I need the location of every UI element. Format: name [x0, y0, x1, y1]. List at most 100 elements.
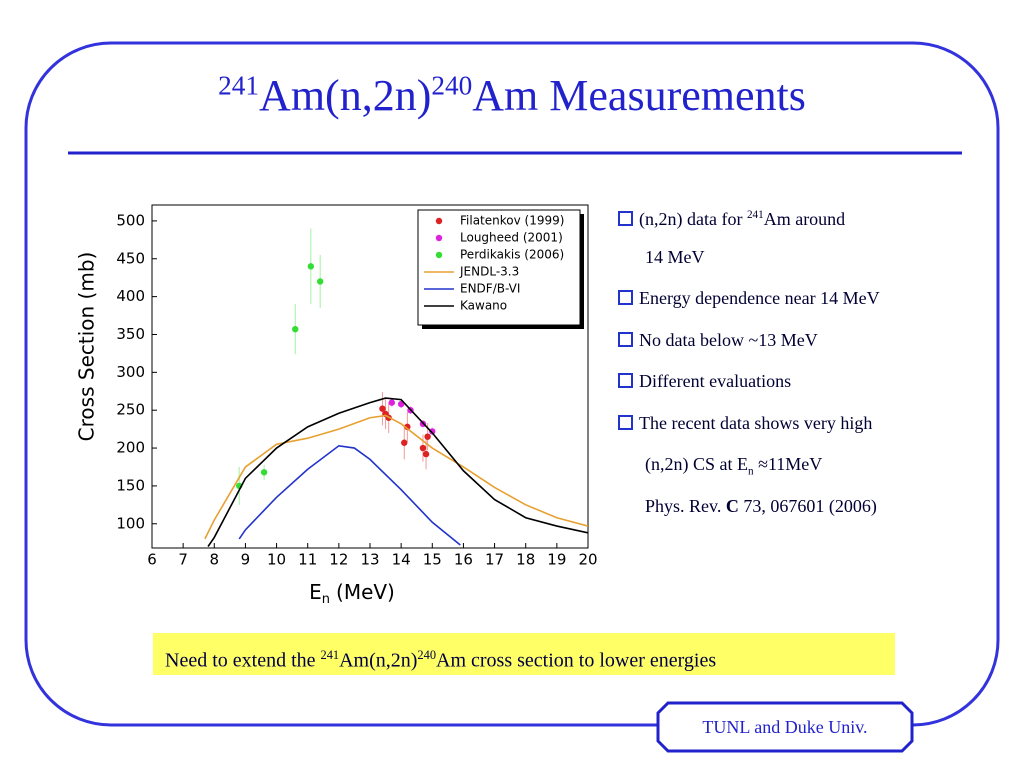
y-tick-label: 400 [116, 287, 145, 305]
y-axis-label: Cross Section (mb) [75, 252, 99, 442]
line [204, 414, 588, 540]
text-run: Am cross section to lower energies [436, 649, 717, 672]
text-run: Am around [763, 209, 846, 229]
x-tick-label: 18 [516, 551, 535, 569]
x-tick-label: 20 [578, 551, 597, 569]
x-tick-label: 17 [485, 551, 504, 569]
bullet-icon [618, 373, 633, 388]
point [316, 278, 324, 285]
x-label-unit: (MeV) [336, 580, 395, 604]
bullet-line: Energy dependence near 14 MeV [618, 286, 880, 328]
legend-marker [435, 251, 443, 259]
x-tick-label: 14 [392, 551, 411, 569]
text-run: Am Measurements [472, 71, 806, 120]
legend-label: Kawano [460, 299, 507, 313]
point [397, 400, 405, 408]
text-run: The recent data shows very high [639, 412, 873, 433]
x-tick-label: 19 [547, 551, 566, 569]
y-tick-label: 200 [116, 439, 145, 457]
y-tick-label: 300 [116, 363, 145, 381]
bullet-line: (n,2n) data for 241Am around [618, 203, 880, 245]
y-tick-label: 250 [116, 401, 145, 419]
text-run: (n,2n) CS at E [645, 454, 748, 474]
bullet-line: Different evaluations [618, 369, 880, 411]
text-run: 241 [746, 209, 764, 221]
y-tick-label: 350 [116, 325, 145, 343]
text-run: Phys. Rev. [645, 495, 726, 516]
plot-frame [151, 204, 589, 549]
bullet-icon [618, 331, 633, 347]
point [307, 263, 315, 270]
text-run: Energy dependence near 14 MeV [639, 288, 880, 308]
chart: 6 7 8 9 10 11 12 13 14 15 16 17 18 19 20 100 150 200 250 30… [75, 204, 598, 607]
point [422, 450, 430, 458]
text-run: Different evaluations [639, 371, 792, 391]
bullet-list: (n,2n) data for 241Am around 14 MeV Energy… [618, 203, 880, 535]
text-run: 241 [218, 70, 260, 101]
point [379, 405, 386, 412]
text-run: n [748, 465, 754, 478]
x-tick-label: 7 [178, 551, 188, 569]
text-run: 240 [431, 70, 473, 101]
bullet-icon [618, 290, 633, 305]
text-run: 14 MeV [645, 246, 705, 267]
legend-label: Perdikakis (2006) [460, 248, 564, 262]
x-tick-label: 12 [329, 551, 348, 569]
x-tick-label: 8 [210, 551, 220, 569]
y-tick-label: 100 [116, 514, 145, 532]
point [401, 439, 408, 446]
text-run: 240 [417, 648, 437, 662]
text-run: Am(n,2n) [339, 649, 418, 672]
footer: TUNL and Duke Univ. [702, 717, 868, 737]
x-tick-label: 10 [267, 551, 286, 569]
y-tick-label: 450 [116, 249, 145, 267]
x-tick-label: 13 [360, 551, 379, 569]
line [207, 397, 588, 547]
text-run: 73, 067601 (2006) [738, 495, 877, 516]
bullet-icon [618, 211, 633, 226]
point [292, 325, 299, 333]
y-tick-label: 500 [116, 211, 145, 229]
line [238, 444, 461, 546]
bullet-line: 14 MeV [618, 245, 880, 287]
text-run: ≈11MeV [753, 454, 823, 474]
text-run: Am(n,2n) [259, 71, 432, 120]
point [429, 428, 436, 435]
point [260, 469, 268, 476]
x-tick-label: 15 [423, 551, 442, 569]
bullet-line: No data below ~13 MeV [618, 328, 880, 370]
bullet-line: Phys. Rev. C 73, 067601 (2006) [618, 494, 880, 536]
text-run: Need to extend the [165, 649, 321, 672]
x-label-main: E [309, 580, 322, 604]
y-tick-label: 150 [116, 476, 145, 494]
legend-marker [435, 234, 443, 242]
legend-label: JENDL-3.3 [459, 265, 519, 279]
text-run: C [725, 495, 739, 516]
bullet-line: The recent data shows very high [618, 411, 880, 453]
frame [24, 41, 1000, 727]
bullet-line: (n,2n) CS at En ≈11MeV [618, 452, 880, 494]
legend-label: Filatenkov (1999) [460, 214, 564, 228]
x-tick-label: 9 [241, 551, 251, 569]
legend-label: ENDF/B-VI [460, 282, 520, 296]
point [404, 423, 411, 431]
text-run: (n,2n) data for [639, 209, 747, 229]
point [419, 444, 427, 452]
title: 241Am(n,2n)240Am Measurements [0, 70, 1024, 121]
x-tick-label: 6 [147, 551, 157, 569]
x-tick-label: 11 [298, 551, 317, 569]
text-run: 241 [320, 648, 340, 662]
legend-marker [435, 217, 443, 225]
bullet-icon [618, 414, 633, 430]
legend-label: Lougheed (2001) [460, 231, 563, 245]
point [424, 433, 431, 440]
x-axis-label: En (MeV) [309, 580, 395, 607]
plot [204, 228, 588, 547]
point [388, 399, 395, 406]
x-label-sub: n [322, 592, 330, 607]
note-box: Need to extend the 241Am(n,2n)240Am cros… [153, 633, 895, 675]
x-tick-label: 16 [454, 551, 473, 569]
text-run: No data below ~13 MeV [639, 329, 818, 350]
